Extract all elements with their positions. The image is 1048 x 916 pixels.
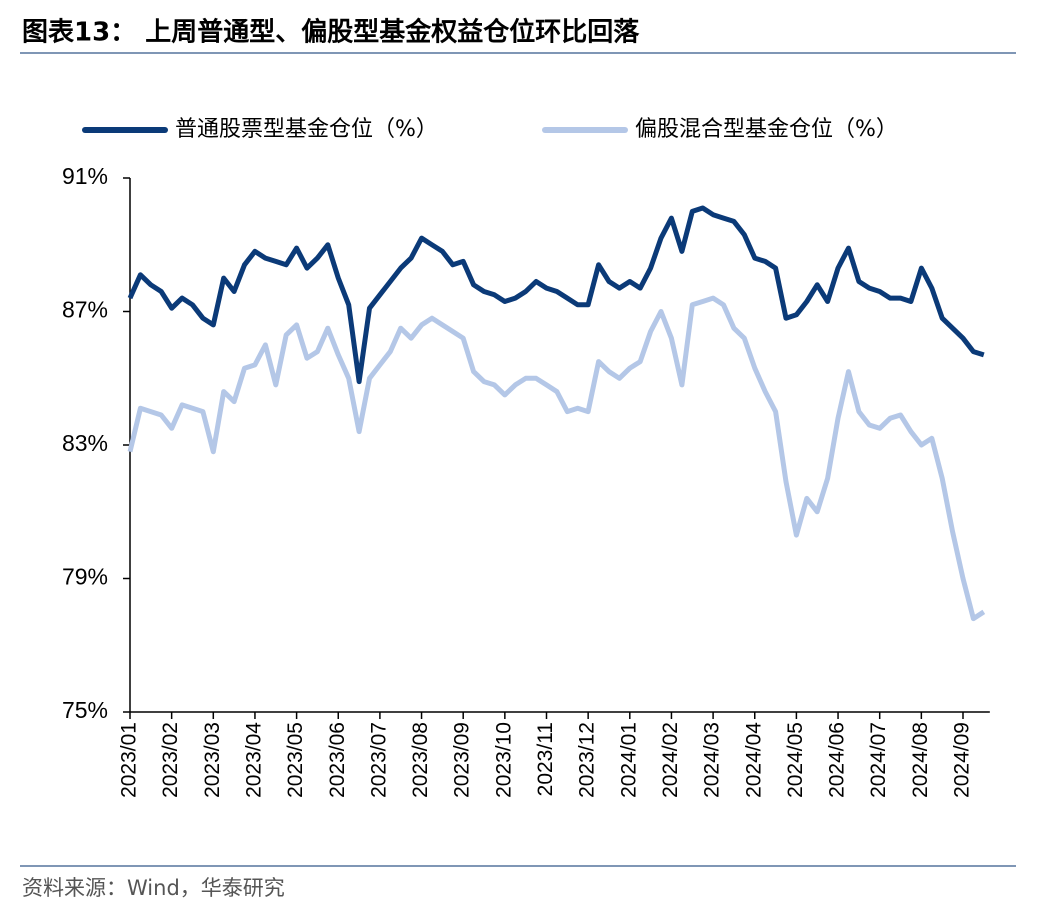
legend-label: 普通股票型基金仓位（%） xyxy=(175,117,438,142)
x-tick-label: 2024/04 xyxy=(742,722,765,798)
x-tick-label: 2024/06 xyxy=(826,722,849,798)
x-tick-label: 2023/10 xyxy=(492,722,515,798)
x-tick-label: 2024/01 xyxy=(617,722,640,798)
x-tick-label: 2024/05 xyxy=(784,722,807,798)
x-tick-label: 2024/09 xyxy=(951,722,974,798)
x-tick-label: 2023/05 xyxy=(284,722,307,798)
x-tick-label: 2023/06 xyxy=(326,722,349,798)
y-tick-label: 75% xyxy=(62,697,108,723)
x-tick-label: 2024/03 xyxy=(701,722,724,798)
chart-title: 图表13： 上周普通型、偏股型基金权益仓位环比回落 xyxy=(22,17,640,48)
x-tick-label: 2023/08 xyxy=(409,722,432,798)
source: 资料来源：Wind，华泰研究 xyxy=(22,876,285,900)
x-tick-label: 2024/08 xyxy=(909,722,932,798)
x-tick-label: 2023/11 xyxy=(534,722,557,796)
legend-label: 偏股混合型基金仓位（%） xyxy=(635,117,898,142)
series-line xyxy=(127,295,986,622)
y-tick-label: 79% xyxy=(62,564,108,590)
y-tick-label: 83% xyxy=(62,430,108,456)
x-tick-label: 2023/01 xyxy=(118,722,141,798)
x-tick-label: 2024/02 xyxy=(659,722,682,798)
x-tick-label: 2023/04 xyxy=(242,722,265,798)
x-tick-label: 2024/07 xyxy=(867,722,890,798)
x-tick-label: 2023/09 xyxy=(451,722,474,798)
x-tick-label: 2023/03 xyxy=(201,722,224,798)
x-tick-label: 2023/07 xyxy=(367,722,390,798)
x-tick-label: 2023/12 xyxy=(576,722,599,798)
series-line xyxy=(127,205,985,385)
y-tick-label: 91% xyxy=(62,163,108,189)
y-tick-label: 87% xyxy=(62,297,108,323)
x-tick-label: 2023/02 xyxy=(159,722,182,798)
